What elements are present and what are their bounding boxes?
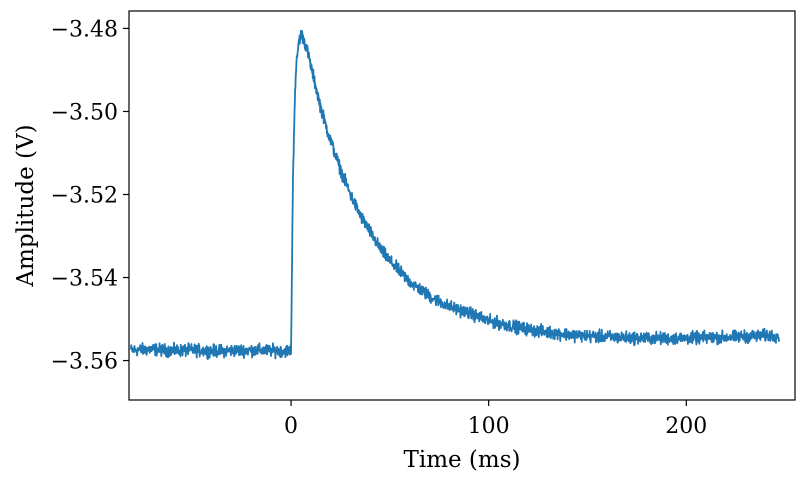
y-axis: −3.48 −3.50 −3.52 −3.54 −3.56 bbox=[51, 17, 129, 375]
y-tick-label: −3.52 bbox=[51, 183, 118, 208]
y-tick-label: −3.54 bbox=[51, 267, 118, 292]
series-line bbox=[130, 29, 781, 361]
y-axis-title: Amplitude (V) bbox=[13, 124, 39, 287]
series-layer bbox=[130, 29, 781, 361]
x-axis-title: Time (ms) bbox=[404, 447, 521, 473]
x-axis: 0 100 200 bbox=[284, 400, 707, 439]
y-tick-label: −3.50 bbox=[51, 100, 118, 125]
x-tick-label: 0 bbox=[284, 414, 298, 439]
plot-frame bbox=[128, 10, 796, 401]
y-tick-label: −3.48 bbox=[51, 17, 118, 42]
x-tick-label: 200 bbox=[665, 414, 707, 439]
y-tick-label: −3.56 bbox=[51, 350, 118, 375]
x-tick-label: 100 bbox=[468, 414, 510, 439]
